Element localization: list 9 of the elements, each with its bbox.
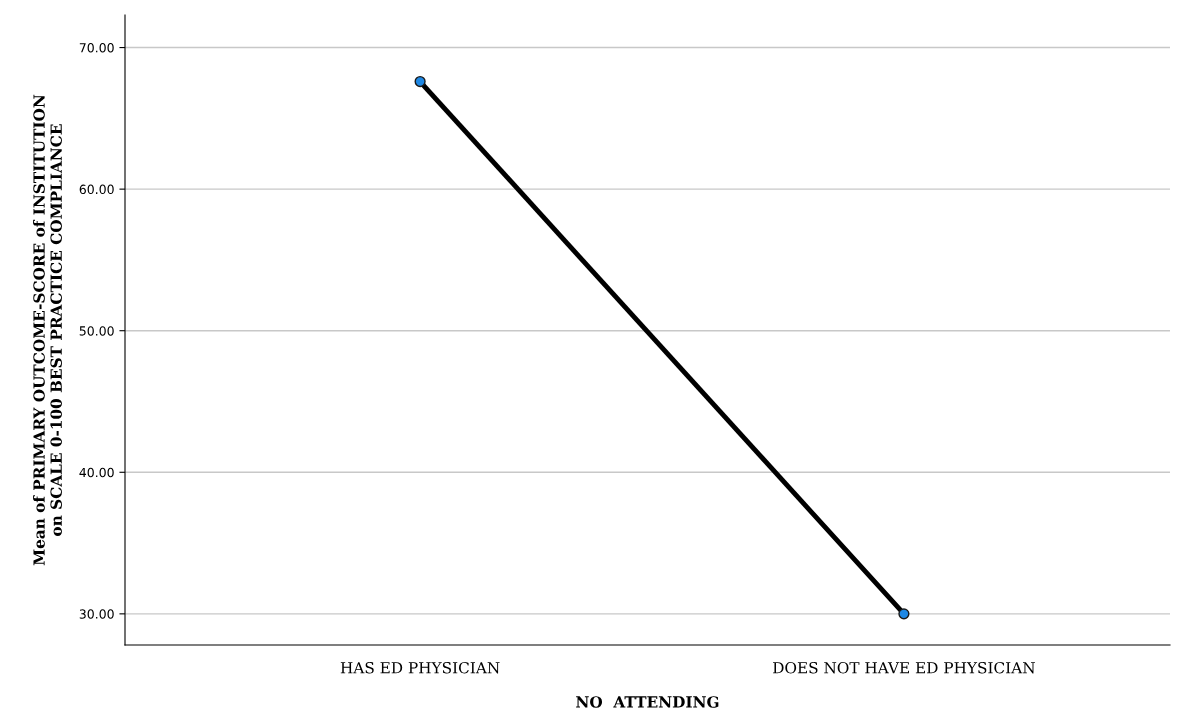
y-tick-label: 40.00 (79, 467, 114, 478)
x-tick-label: DOES NOT HAVE ED PHYSICIAN (773, 661, 1035, 674)
y-axis-title: Mean of PRIMARY OUTCOME-SCORE of INSTITUTION on SCALE 0-100 BEST PRACTICE COMPLIANCE (33, 94, 62, 566)
y-tick-label: 50.00 (79, 326, 114, 336)
y-tick-label: 60.00 (79, 184, 114, 195)
y-tick-label: 70.00 (79, 43, 114, 53)
x-axis-title: NO ATTENDING (576, 696, 719, 708)
y-tick-label: 30.00 (79, 609, 114, 619)
x-tick-label: HAS ED PHYSICIAN (340, 661, 500, 674)
